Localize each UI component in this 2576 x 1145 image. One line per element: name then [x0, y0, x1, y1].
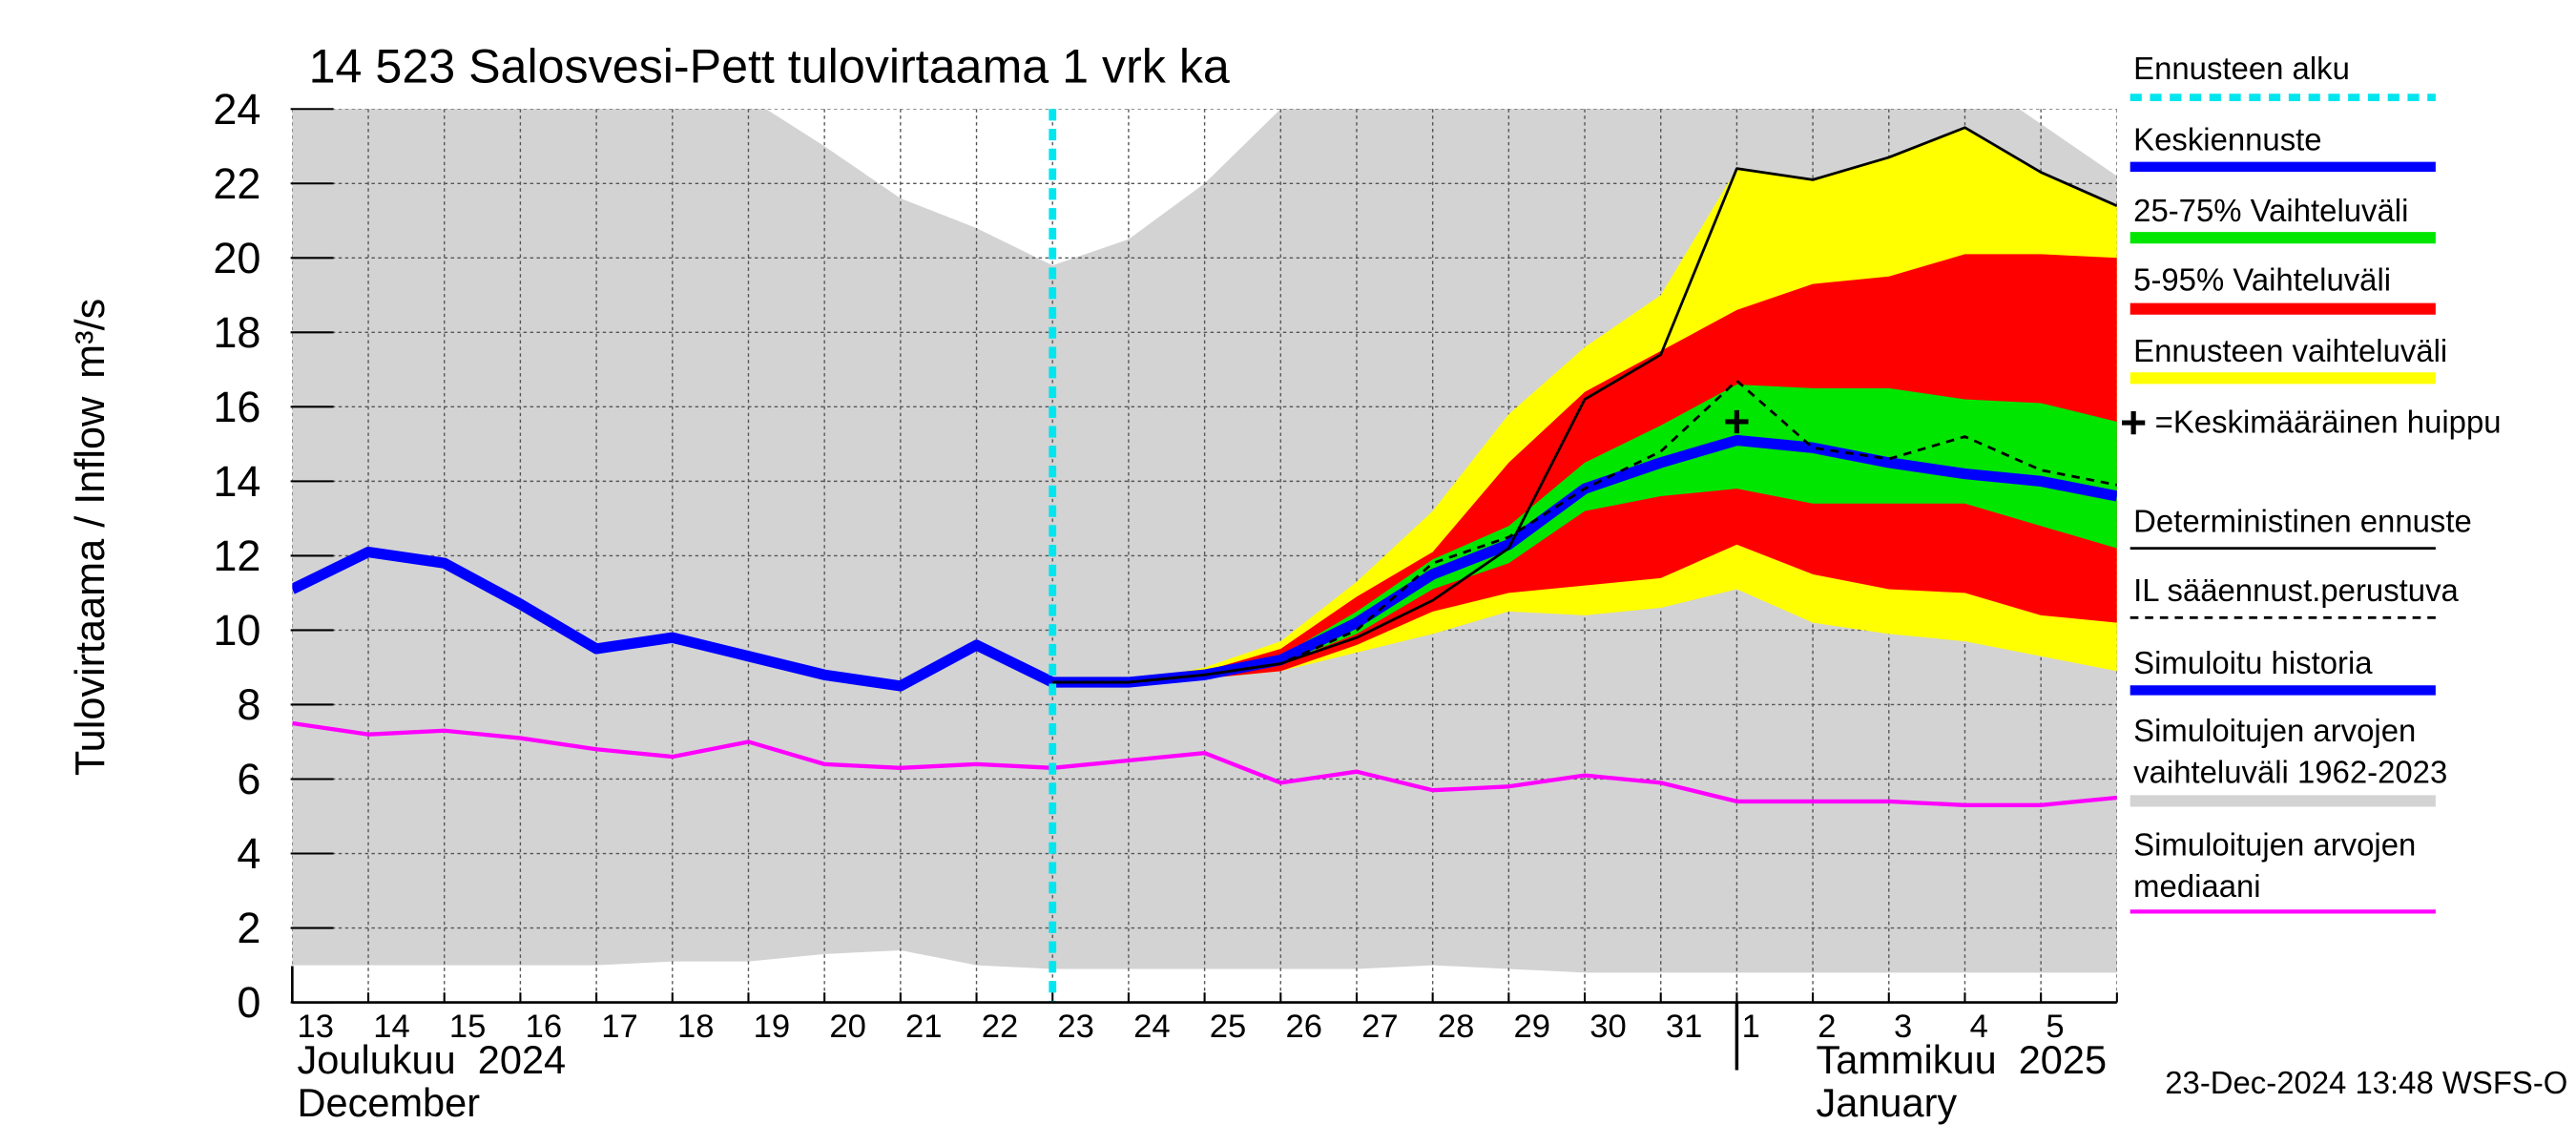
legend-item: Keskiennuste [2133, 123, 2322, 159]
legend-label: Simuloitujen arvojen mediaani [2133, 828, 2417, 906]
y-tick-label: 18 [213, 308, 260, 357]
x-tick-label: 14 [373, 1009, 410, 1045]
y-tick-label: 2 [237, 904, 260, 952]
chart-title: 14 523 Salosvesi-Pett tulovirtaama 1 vrk… [309, 40, 1230, 94]
legend-label: Deterministinen ennuste [2133, 505, 2472, 540]
x-tick-label: 28 [1438, 1009, 1475, 1045]
legend-item: Ennusteen alku [2133, 52, 2350, 88]
y-tick-label: 0 [237, 978, 260, 1027]
x-tick-label: 22 [982, 1009, 1019, 1045]
x-tick-label: 18 [677, 1009, 715, 1045]
x-tick-label: 19 [754, 1009, 791, 1045]
x-tick-label: 30 [1589, 1009, 1627, 1045]
line [1052, 379, 2117, 684]
legend-symbol [2122, 410, 2146, 435]
y-tick-label: 6 [237, 755, 260, 803]
x-tick-label: 23 [1057, 1009, 1094, 1045]
y-axis-label: Tulovirtaama / Inflow [68, 396, 114, 776]
legend-item: IL sääennust.perustuva [2133, 574, 2459, 610]
x-tick-label: 2 [1818, 1009, 1836, 1045]
month-label: Tammikuu 2025 [1816, 1037, 2107, 1082]
line [292, 720, 2117, 807]
x-tick-label: 20 [829, 1009, 866, 1045]
month-label: January [1816, 1080, 1957, 1125]
x-tick-label: 31 [1666, 1009, 1703, 1045]
x-tick-label: 3 [1894, 1009, 1912, 1045]
legend-label: Ennusteen alku [2133, 52, 2350, 88]
legend-label: IL sääennust.perustuva [2133, 574, 2459, 610]
legend-label: 5-95% Vaihteluväli [2133, 263, 2392, 300]
x-tick-label: 16 [526, 1009, 563, 1045]
legend-label: Simuloitu historia [2133, 647, 2373, 682]
x-tick-label: 29 [1514, 1009, 1551, 1045]
x-tick-label: 25 [1210, 1009, 1247, 1045]
legend-label: 25-75% Vaihteluväli [2133, 195, 2409, 230]
legend-label: Keskiennuste [2133, 123, 2322, 159]
legend-label: Simuloitujen arvojen vaihteluväli 1962-2… [2133, 715, 2448, 792]
legend-item: Ennusteen vaihteluväli [2133, 335, 2448, 370]
x-tick-label: 27 [1361, 1009, 1399, 1045]
legend-item: 25-75% Vaihteluväli [2133, 195, 2409, 230]
y-tick-label: 20 [213, 234, 260, 282]
line [1052, 126, 2117, 684]
y-tick-label: 16 [213, 383, 260, 431]
x-tick-label: 26 [1285, 1009, 1322, 1045]
y-tick-label: 10 [213, 606, 260, 655]
x-tick-label: 17 [601, 1009, 638, 1045]
x-tick-label: 15 [449, 1009, 487, 1045]
peak-marker [1725, 409, 1749, 434]
y-tick-label: 8 [237, 680, 260, 729]
legend-item: Simuloitujen arvojen vaihteluväli 1962-2… [2133, 715, 2448, 792]
x-tick-label: 24 [1133, 1009, 1171, 1045]
line [292, 546, 1055, 692]
x-tick-label: 1 [1742, 1009, 1760, 1045]
legend-label: Ennusteen vaihteluväli [2133, 335, 2448, 370]
legend-item: 5-95% Vaihteluväli [2133, 263, 2392, 300]
x-tick-label: 13 [298, 1009, 335, 1045]
x-tick-label: 4 [1970, 1009, 1988, 1045]
y-axis-unit: m³/s [68, 299, 114, 379]
y-tick-label: 22 [213, 159, 260, 208]
y-tick-label: 24 [213, 85, 260, 134]
legend-item: Deterministinen ennuste [2133, 505, 2472, 540]
month-label: December [298, 1080, 481, 1125]
x-tick-label: 5 [2046, 1009, 2064, 1045]
y-tick-label: 14 [213, 457, 260, 506]
legend-item: Simuloitujen arvojen mediaani [2133, 828, 2417, 906]
y-tick-label: 4 [237, 829, 260, 878]
legend-label: =Keskimääräinen huippu [2154, 406, 2502, 442]
footer: 23-Dec-2024 13:48 WSFS-O [2165, 1065, 2567, 1100]
month-label: Joulukuu 2024 [298, 1037, 567, 1082]
legend-item: Simuloitu historia [2133, 647, 2373, 682]
y-tick-label: 12 [213, 531, 260, 580]
x-tick-label: 21 [905, 1009, 943, 1045]
legend-item: =Keskimääräinen huippu [2154, 406, 2502, 442]
plot-area [292, 109, 2117, 1003]
